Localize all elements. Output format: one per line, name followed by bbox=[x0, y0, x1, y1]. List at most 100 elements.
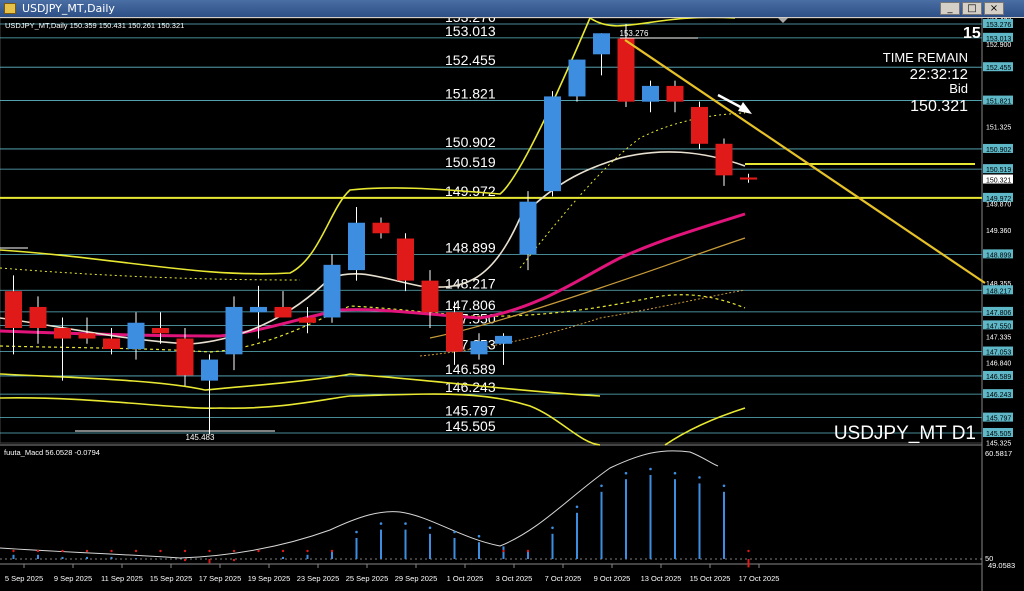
macd-dot bbox=[502, 549, 505, 553]
candle-body[interactable] bbox=[495, 335, 512, 344]
chart-window-titlebar[interactable]: USDJPY_MT,Daily _ □ × bbox=[0, 0, 1024, 17]
level-label-7: 148.899 bbox=[445, 239, 496, 255]
candle-body[interactable] bbox=[372, 222, 390, 234]
candle-body[interactable] bbox=[127, 322, 145, 350]
date-tick: 29 Sep 2025 bbox=[395, 574, 438, 583]
candle-body[interactable] bbox=[568, 59, 586, 97]
candle-body[interactable] bbox=[323, 264, 341, 318]
chart-canvas: 153.276153.013152.455151.821150.902150.5… bbox=[0, 18, 1015, 591]
candle-body[interactable] bbox=[421, 280, 439, 313]
price-tag-bg bbox=[983, 412, 1013, 422]
macd-dot bbox=[404, 522, 407, 525]
lower-envelope-line bbox=[0, 373, 601, 397]
candle-body[interactable] bbox=[176, 338, 194, 376]
macd-top-value: 60.5817 bbox=[985, 449, 1012, 458]
macd-dot bbox=[526, 549, 530, 553]
horizontal-levels bbox=[0, 23, 982, 434]
maximize-button[interactable]: □ bbox=[962, 2, 982, 15]
candle-body[interactable] bbox=[519, 201, 537, 255]
close-button[interactable]: × bbox=[984, 2, 1004, 15]
time-remain-value: 22:32:12 bbox=[910, 66, 968, 83]
bid-tag-bg bbox=[983, 174, 1013, 184]
candle-body[interactable] bbox=[642, 85, 659, 102]
candle-body[interactable] bbox=[299, 317, 316, 323]
lower-envelope-rise bbox=[664, 407, 746, 446]
price-tick: 146.589 bbox=[986, 374, 1011, 381]
upper-dotted-line bbox=[519, 112, 746, 269]
date-tick: 3 Oct 2025 bbox=[496, 574, 533, 583]
macd-dot bbox=[600, 484, 603, 488]
price-chart[interactable]: 153.276153.013152.455151.821150.902150.5… bbox=[0, 18, 1024, 591]
price-tick: 151.821 bbox=[986, 99, 1011, 106]
price-tick: 153.013 bbox=[986, 36, 1011, 43]
candle-body[interactable] bbox=[397, 238, 414, 281]
date-tick: 15 Sep 2025 bbox=[150, 574, 193, 583]
candle-body[interactable] bbox=[446, 312, 463, 352]
candle-body[interactable] bbox=[250, 306, 267, 313]
candle-body[interactable] bbox=[740, 177, 757, 180]
price-tick: 152.455 bbox=[986, 65, 1011, 72]
date-tick: 9 Sep 2025 bbox=[54, 574, 92, 583]
date-tick: 5 Sep 2025 bbox=[5, 574, 43, 583]
candle-body[interactable] bbox=[78, 333, 96, 339]
date-tick: 15 Oct 2025 bbox=[690, 574, 731, 583]
price-tick: 149.870 bbox=[986, 201, 1011, 208]
macd-dot bbox=[355, 530, 358, 534]
price-tag-bg bbox=[983, 95, 1013, 105]
price-tick: 150.321 bbox=[986, 178, 1011, 185]
price-tag-bg bbox=[983, 389, 1013, 399]
price-tick: 147.806 bbox=[986, 310, 1011, 317]
candle-body[interactable] bbox=[593, 33, 610, 55]
candle-body[interactable] bbox=[544, 96, 561, 192]
candle-body[interactable] bbox=[470, 341, 488, 355]
macd-dot bbox=[428, 526, 432, 530]
candle-body[interactable] bbox=[274, 306, 292, 318]
candle-body[interactable] bbox=[5, 291, 22, 328]
chart-app-icon bbox=[4, 3, 16, 14]
candle-body[interactable] bbox=[617, 38, 635, 102]
symbol-watermark: USDJPY_MT D1 bbox=[834, 423, 976, 444]
date-tick: 9 Oct 2025 bbox=[594, 574, 631, 583]
candle-body[interactable] bbox=[54, 328, 71, 339]
price-tag-bg bbox=[983, 32, 1013, 42]
down-trendline[interactable] bbox=[624, 39, 986, 284]
price-tick: 145.797 bbox=[986, 416, 1011, 423]
candle-body[interactable] bbox=[201, 359, 218, 381]
candle-body[interactable] bbox=[225, 306, 243, 355]
arrow-head-icon bbox=[738, 102, 752, 114]
macd-dot bbox=[722, 484, 726, 488]
price-tick: 147.053 bbox=[986, 350, 1011, 357]
outer-dotted-line bbox=[0, 267, 301, 281]
macd-dot bbox=[330, 549, 334, 553]
candle-body[interactable] bbox=[152, 328, 169, 334]
macd-dot bbox=[477, 534, 481, 538]
candle-body[interactable] bbox=[103, 338, 120, 350]
candle-body[interactable] bbox=[666, 85, 684, 102]
macd-histogram bbox=[12, 467, 750, 568]
level-label-3: 151.821 bbox=[445, 86, 496, 102]
bid-value: 150.321 bbox=[910, 98, 968, 115]
macd-dot bbox=[208, 549, 211, 553]
candle-body[interactable] bbox=[348, 222, 365, 271]
macd-label: fuuta_Macd 56.0528 -0.0794 bbox=[4, 448, 100, 457]
scroll-shift-icon[interactable] bbox=[778, 18, 788, 23]
price-tick: 148.355 bbox=[986, 281, 1011, 288]
date-tick: 17 Sep 2025 bbox=[199, 574, 242, 583]
macd-dot bbox=[110, 549, 113, 553]
level-label-15: 145.505 bbox=[445, 418, 496, 434]
upper-envelope-line bbox=[0, 18, 591, 275]
level-label-5: 150.519 bbox=[445, 154, 496, 170]
level-label-1: 153.013 bbox=[445, 23, 496, 39]
macd-dot bbox=[183, 549, 187, 553]
price-tick: 150.902 bbox=[986, 147, 1011, 154]
level-label-12: 146.589 bbox=[445, 361, 496, 377]
candle-body[interactable] bbox=[691, 106, 708, 144]
minimize-button[interactable]: _ bbox=[940, 2, 960, 15]
upper-envelope-top bbox=[589, 18, 735, 27]
candle-body[interactable] bbox=[29, 306, 47, 328]
price-tag-bg bbox=[983, 19, 1013, 28]
chart-window-title: USDJPY_MT,Daily bbox=[22, 2, 115, 15]
candle-body[interactable] bbox=[715, 143, 733, 176]
